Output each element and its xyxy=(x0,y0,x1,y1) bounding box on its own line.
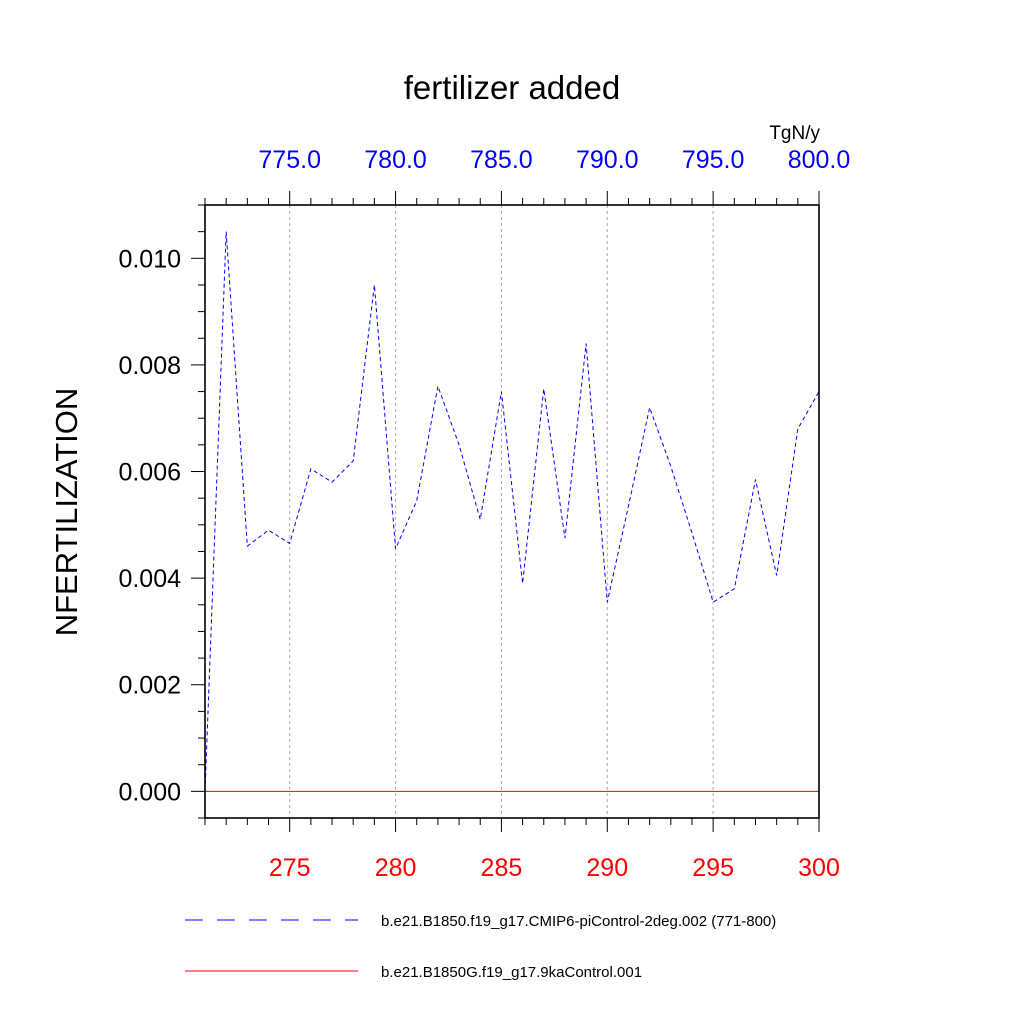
series-line-0 xyxy=(204,231,820,792)
series-group xyxy=(204,231,820,792)
y-tick-label: 0.006 xyxy=(118,459,181,487)
x-bottom-tick-label: 280 xyxy=(375,854,417,882)
y-tick-label: 0.008 xyxy=(118,352,181,380)
legend-label: b.e21.B1850G.f19_g17.9kaControl.001 xyxy=(381,964,642,981)
x-bottom-tick-label: 300 xyxy=(798,854,840,882)
x-top-tick-label: 790.0 xyxy=(576,146,639,174)
grid-lines xyxy=(289,205,714,818)
legend-label: b.e21.B1850.f19_g17.CMIP6-piControl-2deg… xyxy=(381,913,776,930)
legend: b.e21.B1850.f19_g17.CMIP6-piControl-2deg… xyxy=(185,913,776,981)
plot-frame xyxy=(204,204,820,819)
y-tick-label: 0.002 xyxy=(118,672,181,700)
x-top-tick-label: 780.0 xyxy=(364,146,427,174)
axes-group: 275 280 285 290 295 300 775.0 780.0 785.0 790.0 79… xyxy=(118,146,850,882)
y-tick-label: 0.010 xyxy=(118,245,181,273)
y-tick-label: 0.004 xyxy=(118,565,181,593)
x-bottom-tick-label: 275 xyxy=(269,854,311,882)
units-label: TgN/y xyxy=(769,123,820,144)
y-tick-label: 0.000 xyxy=(118,778,181,806)
y-axis-label: NFERTILIZATION xyxy=(49,388,84,637)
x-top-tick-label: 800.0 xyxy=(788,146,851,174)
x-top-tick-label: 795.0 xyxy=(682,146,745,174)
x-bottom-tick-label: 285 xyxy=(481,854,523,882)
chart-title: fertilizer added xyxy=(404,69,620,106)
x-top-tick-label: 775.0 xyxy=(258,146,321,174)
x-bottom-tick-label: 295 xyxy=(692,854,734,882)
x-top-tick-label: 785.0 xyxy=(470,146,533,174)
x-bottom-tick-label: 290 xyxy=(586,854,628,882)
